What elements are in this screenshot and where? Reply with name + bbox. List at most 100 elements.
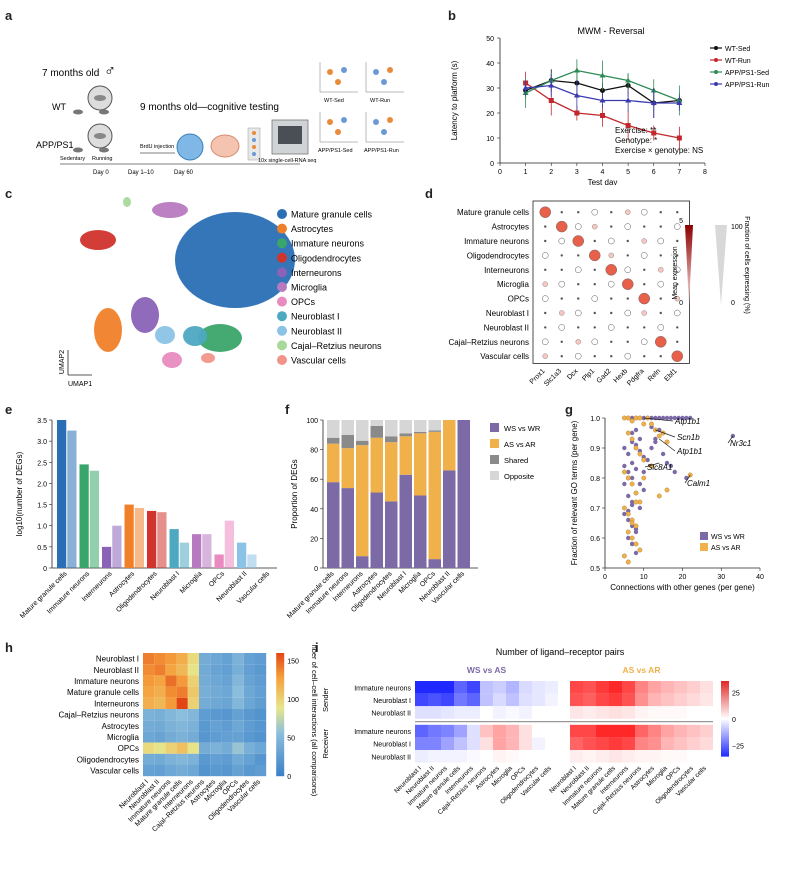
heatmap-cell-right	[622, 724, 635, 738]
color-legend-title: Mean expression	[672, 246, 679, 299]
x-tick-label: 30	[717, 574, 725, 581]
y-tick-label: 1.0	[590, 416, 600, 423]
heatmap-cell-left	[545, 693, 558, 707]
umap-cluster	[152, 202, 188, 218]
row-label: Immature neurons	[354, 729, 411, 736]
dot	[610, 225, 613, 228]
dot	[676, 283, 679, 286]
y-tick-label: 40	[310, 507, 318, 514]
heatmap-cell-right	[583, 737, 596, 750]
data-point	[637, 481, 643, 487]
dot	[624, 352, 631, 360]
heatmap-cell-left	[467, 737, 480, 750]
heatmap-cell-right	[700, 681, 713, 694]
data-point	[653, 436, 658, 442]
dot	[624, 223, 631, 230]
heatmap-cell-left	[441, 750, 454, 763]
colorbar-tick: 100	[287, 697, 299, 704]
row-label: Microglia	[107, 733, 140, 742]
bar	[112, 525, 122, 568]
gene-annotation: Scn1b	[677, 433, 700, 442]
data-point	[633, 490, 639, 496]
data-point	[672, 469, 677, 475]
dot	[657, 324, 664, 331]
heatmap-cell-left	[467, 706, 480, 719]
data-point	[641, 487, 646, 493]
heatmap-cell	[221, 720, 233, 732]
row-label: Neuroblast I	[373, 698, 411, 705]
heatmap-cell	[243, 664, 255, 676]
heatmap-cell	[232, 765, 244, 777]
heatmap-cell	[143, 720, 155, 732]
dot	[655, 336, 667, 348]
heatmap-cell-right	[648, 737, 661, 750]
umap-cluster	[94, 308, 122, 352]
x-tick-label: 0	[498, 169, 502, 176]
heatmap-cell-right	[583, 693, 596, 707]
heatmap-cell-left	[506, 724, 519, 738]
heatmap-cell	[176, 731, 188, 743]
x-tick-label: OPCs	[208, 570, 227, 589]
heatmap-cell	[243, 765, 255, 777]
heatmap-cell-left	[428, 724, 441, 738]
heatmap-cell	[199, 697, 211, 709]
data-point	[641, 469, 646, 475]
heatmap-cell-right	[622, 737, 635, 750]
heatmap-cell-right	[570, 737, 583, 750]
data-point	[676, 135, 682, 141]
x-tick-label: 40	[756, 574, 764, 581]
row-label: Microglia	[497, 280, 530, 289]
umap-cluster	[80, 230, 116, 250]
colorbar-tick: 25	[732, 690, 740, 697]
heatmap-cell-right	[596, 750, 609, 763]
heatmap-cell-left	[454, 706, 467, 719]
y-tick-label: 2.0	[37, 481, 47, 488]
heatmap-cell-left	[532, 693, 545, 707]
bar-segment	[428, 431, 441, 560]
y-axis-label: Fraction of relevant GO terms (per gene)	[570, 420, 579, 565]
heatmap-cell-left	[532, 750, 545, 763]
gene-label: Ebf1	[664, 368, 679, 383]
heatmap-cell-left	[454, 681, 467, 694]
wt-mice-icon	[73, 109, 109, 115]
gene-annotation: Atp1b1	[676, 447, 702, 456]
bar	[102, 546, 112, 568]
heatmap-cell	[210, 753, 222, 765]
y-tick-label: 0.5	[37, 545, 47, 552]
bar-segment	[341, 488, 354, 568]
bar-segment	[370, 425, 383, 438]
data-point	[629, 418, 635, 424]
data-point	[625, 475, 631, 481]
heatmap-cell	[176, 664, 188, 676]
heatmap-cell-right	[583, 681, 596, 694]
heatmap-cell	[255, 765, 267, 777]
data-point	[664, 487, 670, 493]
heatmap-cell-right	[622, 693, 635, 707]
y-axis-label: Proportion of DEGs	[290, 459, 299, 528]
bar-segment	[327, 420, 340, 438]
dot	[605, 264, 617, 276]
heatmap-cell-right	[635, 737, 648, 750]
data-point	[633, 445, 639, 451]
dot	[591, 338, 598, 346]
heatmap-cell-right	[674, 681, 687, 694]
heatmap-cell	[154, 697, 166, 709]
chart-title: MWM - Reversal	[578, 26, 645, 36]
data-point	[676, 415, 681, 421]
heatmap-cell	[176, 675, 188, 687]
x-tick-label: 10	[640, 574, 648, 581]
legend-marker	[277, 296, 287, 307]
heatmap-cell	[199, 765, 211, 777]
dot	[592, 223, 598, 230]
heatmap-cell	[221, 686, 233, 698]
dot	[625, 209, 631, 215]
heatmap-cell-left	[545, 706, 558, 719]
heatmap-cell-right	[609, 737, 622, 750]
heatmap-cell	[243, 753, 255, 765]
data-point	[625, 529, 631, 535]
heatmap-cell-left	[467, 724, 480, 738]
wt-cage-icon	[87, 85, 113, 111]
dot	[643, 355, 646, 358]
heatmap-cell	[210, 765, 222, 777]
dot	[610, 355, 613, 358]
